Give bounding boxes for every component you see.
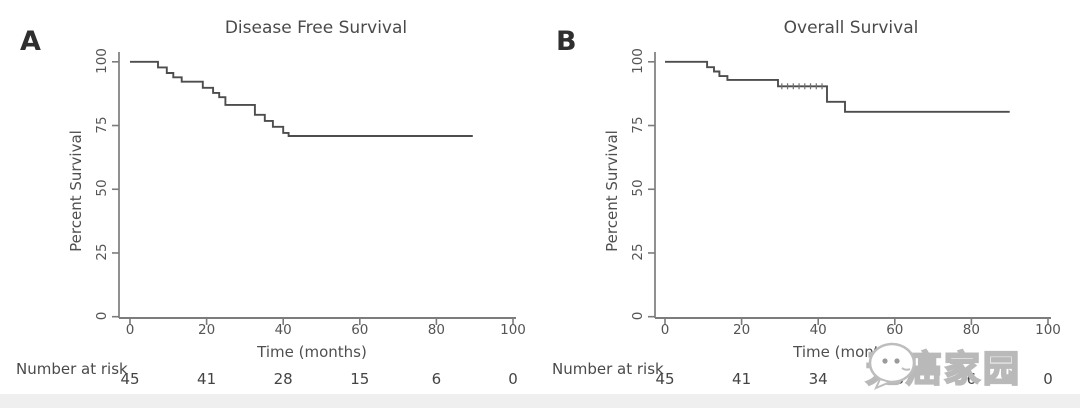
panel-a-x-tick-label: 40 (274, 322, 292, 338)
panel-b-number-at-risk-label: Number at risk (552, 360, 664, 378)
panel-a-risk-number: 15 (350, 370, 370, 388)
panel-b-letter: B (556, 26, 577, 57)
panel-a-risk-number: 41 (197, 370, 217, 388)
panel-b-risk-number: 34 (808, 370, 828, 388)
panel-a-title: Disease Free Survival (224, 18, 408, 38)
panel-b-y-tick-label: 25 (630, 243, 646, 261)
panel-b-x-tick-label: 60 (886, 322, 904, 338)
panel-a-x-tick-label: 100 (500, 322, 526, 338)
panel-a-y-tick-label: 50 (94, 179, 110, 197)
panel-a-survival-curve (130, 60, 473, 137)
panel-b-title: Overall Survival (783, 18, 919, 38)
panel-a-x-tick-label: 60 (351, 322, 369, 338)
panel-b-x-tick-label: 0 (660, 322, 670, 338)
panel-a-risk-number: 28 (273, 370, 293, 388)
panel-a-x-axis-label: Time (months) (257, 343, 367, 361)
panel-a-x-tick-label: 20 (198, 322, 216, 338)
panel-a-number-at-risk-label: Number at risk (16, 360, 128, 378)
chat-bubble-face-icon (868, 342, 916, 390)
panel-a-letter: A (20, 26, 41, 57)
panel-a-x-tick-label: 80 (427, 322, 445, 338)
panel-b-risk-number: 0 (1043, 370, 1053, 388)
panel-b-risk-number: 45 (655, 370, 675, 388)
panel-b-x-tick-label: 20 (733, 322, 751, 338)
panel-b-risk-number: 6 (966, 370, 977, 388)
panel-a-x-tick-label: 0 (125, 322, 135, 338)
bottom-gray-band (0, 394, 1080, 408)
panel-a-y-axis-label: Percent Survival (67, 130, 85, 252)
panel-a-y-tick-label: 25 (94, 243, 110, 261)
panel-b-x-tick-label: 40 (809, 322, 827, 338)
panel-a-y-tick-label: 75 (94, 115, 110, 134)
panel-a-risk-number: 6 (431, 370, 442, 388)
panel-a-y-tick-label: 100 (94, 47, 110, 74)
panel-b-y-tick-label: 100 (630, 47, 646, 74)
panel-b-x-tick-label: 80 (962, 322, 980, 338)
panel-b-survival-curve (665, 60, 1010, 113)
panel-b-risk-number: 41 (732, 370, 752, 388)
watermark: 无癌家园 (865, 340, 1080, 392)
panel-b-y-tick-label: 75 (630, 115, 646, 134)
panel-b-y-axis-label: Percent Survival (603, 130, 621, 252)
panel-b-y-tick-label: 50 (630, 179, 646, 197)
panel-b-x-tick-label: 100 (1035, 322, 1061, 338)
panel-a-risk-number: 0 (508, 370, 518, 388)
panel-a-risk-number: 45 (120, 370, 140, 388)
